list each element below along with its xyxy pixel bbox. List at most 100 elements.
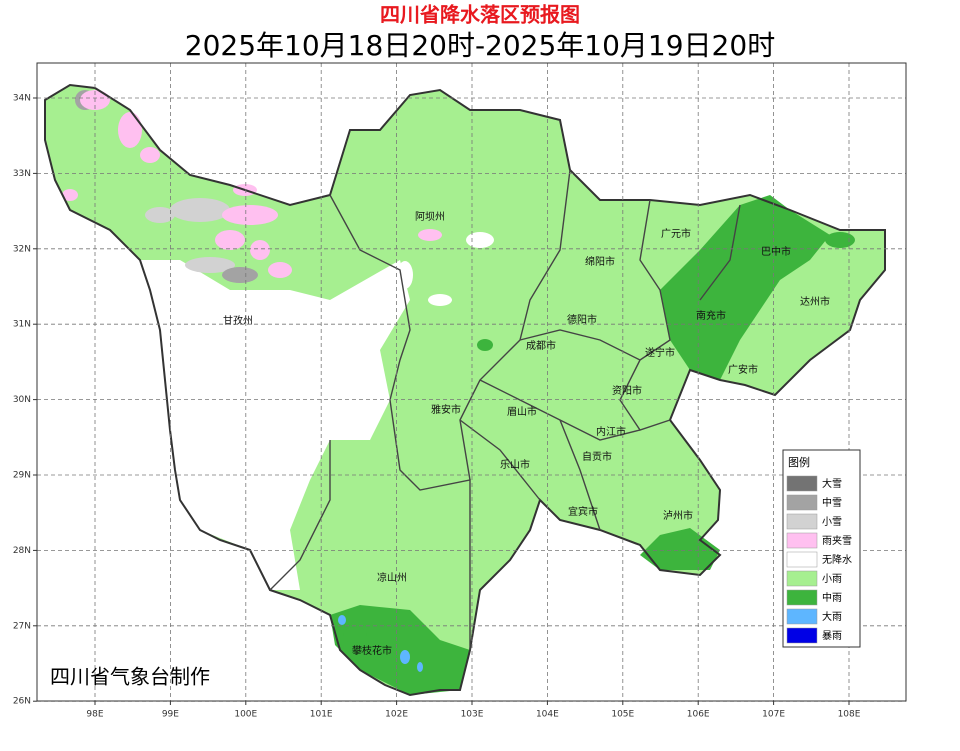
dry-patch (355, 292, 375, 308)
lon-tick-label: 105E (611, 710, 634, 720)
region-label: 巴中市 (761, 245, 791, 258)
region-label: 达州市 (800, 295, 830, 308)
legend-swatch (786, 551, 818, 568)
lon-tick-label: 98E (86, 710, 103, 720)
legend-label: 无降水 (822, 553, 852, 566)
lat-tick-label: 26N (13, 697, 31, 707)
legend-swatch (786, 608, 818, 625)
lat-tick-label: 34N (13, 94, 31, 104)
region-label: 自贡市 (582, 450, 612, 463)
sleet-patch (118, 112, 142, 148)
legend-label: 暴雨 (822, 630, 842, 642)
lon-tick-label: 107E (762, 710, 785, 720)
heavy-rain-patch (400, 650, 410, 664)
lon-tick-label: 99E (162, 710, 179, 720)
region-border (699, 204, 741, 301)
sleet-patch (62, 189, 78, 201)
map-frame (36, 62, 907, 702)
lon-tick-label: 100E (234, 710, 257, 720)
snow-patch (222, 205, 278, 225)
lon-tick-label: 106E (687, 710, 710, 720)
region-border (519, 329, 641, 361)
region-label: 德阳市 (567, 313, 597, 326)
moderate-rain-patch (825, 232, 855, 248)
lat-tick-label: 30N (13, 395, 31, 405)
sleet-patch (268, 262, 292, 278)
region-label: 阿坝州 (415, 211, 445, 223)
moderate-rain-area (640, 528, 720, 570)
snow-patch (145, 207, 175, 223)
lon-tick-label: 101E (310, 710, 333, 720)
legend-label: 大雨 (822, 610, 842, 623)
moderate-rain-area (660, 195, 830, 380)
region-label: 雅安市 (431, 403, 461, 416)
region-border (329, 194, 471, 650)
legend-title: 图例 (788, 455, 810, 469)
snow-patch (222, 267, 258, 283)
region-label: 眉山市 (507, 405, 537, 418)
snow-patch (185, 257, 235, 273)
region-label: 乐山市 (500, 458, 530, 471)
legend-swatch (786, 532, 818, 549)
region-label: 攀枝花市 (352, 644, 392, 657)
region-label: 内江市 (596, 425, 626, 438)
legend-swatch (786, 494, 818, 511)
region-label: 宜宾市 (568, 505, 598, 518)
lat-tick-label: 33N (13, 169, 31, 179)
sleet-patch (250, 240, 270, 260)
region-label: 泸州市 (663, 509, 693, 522)
heavy-rain-patch (338, 615, 346, 625)
region-label: 甘孜州 (223, 314, 253, 327)
lon-tick-label: 104E (536, 710, 559, 720)
lat-tick-label: 32N (13, 244, 31, 254)
lat-tick-label: 28N (13, 546, 31, 556)
legend-label: 中雨 (822, 591, 842, 604)
map-period: 2025年10月18日20时-2025年10月19日20时 (185, 29, 775, 62)
lat-tick-label: 27N (13, 621, 31, 631)
lat-tick-label: 29N (13, 471, 31, 481)
region-border (559, 419, 601, 531)
legend-label: 小雨 (822, 573, 842, 585)
region-border (269, 440, 331, 591)
map-title: 四川省降水落区预报图 (380, 3, 580, 27)
legend-swatch (786, 589, 818, 606)
region-label: 绵阳市 (585, 255, 615, 268)
lon-tick-label: 102E (385, 710, 408, 720)
legend-swatch (786, 475, 818, 492)
moderate-rain-patch (343, 627, 367, 643)
dry-patch (466, 232, 494, 248)
legend-swatch (786, 627, 818, 644)
legend-label: 大雪 (822, 477, 842, 490)
legend-label: 雨夹雪 (822, 534, 852, 547)
dry-patch (428, 294, 452, 306)
moderate-rain-patch (477, 339, 493, 351)
lon-tick-label: 108E (838, 710, 861, 720)
region-label: 广元市 (661, 227, 691, 240)
heavy-rain-patch (417, 662, 423, 672)
snow-patch (170, 198, 230, 222)
dry-patch (397, 261, 413, 289)
region-border (619, 199, 671, 431)
credit: 四川省气象台制作 (50, 665, 210, 689)
sleet-patch (418, 229, 442, 241)
lat-tick-label: 31N (13, 320, 31, 330)
map-area (33, 63, 906, 705)
legend-label: 中雪 (822, 496, 842, 509)
region-border (459, 419, 541, 501)
region-label: 南充市 (696, 309, 726, 322)
region-label: 成都市 (526, 339, 556, 352)
sleet-patch (215, 230, 245, 250)
region-label: 资阳市 (612, 384, 642, 397)
sleet-patch (140, 147, 160, 163)
dry-area (140, 260, 410, 590)
region-label: 广安市 (728, 363, 758, 376)
region-label: 遂宁市 (645, 346, 675, 359)
legend-swatch (786, 513, 818, 530)
region-label: 凉山州 (377, 571, 407, 584)
province-border (44, 83, 886, 697)
legend-label: 小雪 (822, 516, 842, 528)
lon-tick-label: 103E (461, 710, 484, 720)
legend-swatch (786, 570, 818, 587)
